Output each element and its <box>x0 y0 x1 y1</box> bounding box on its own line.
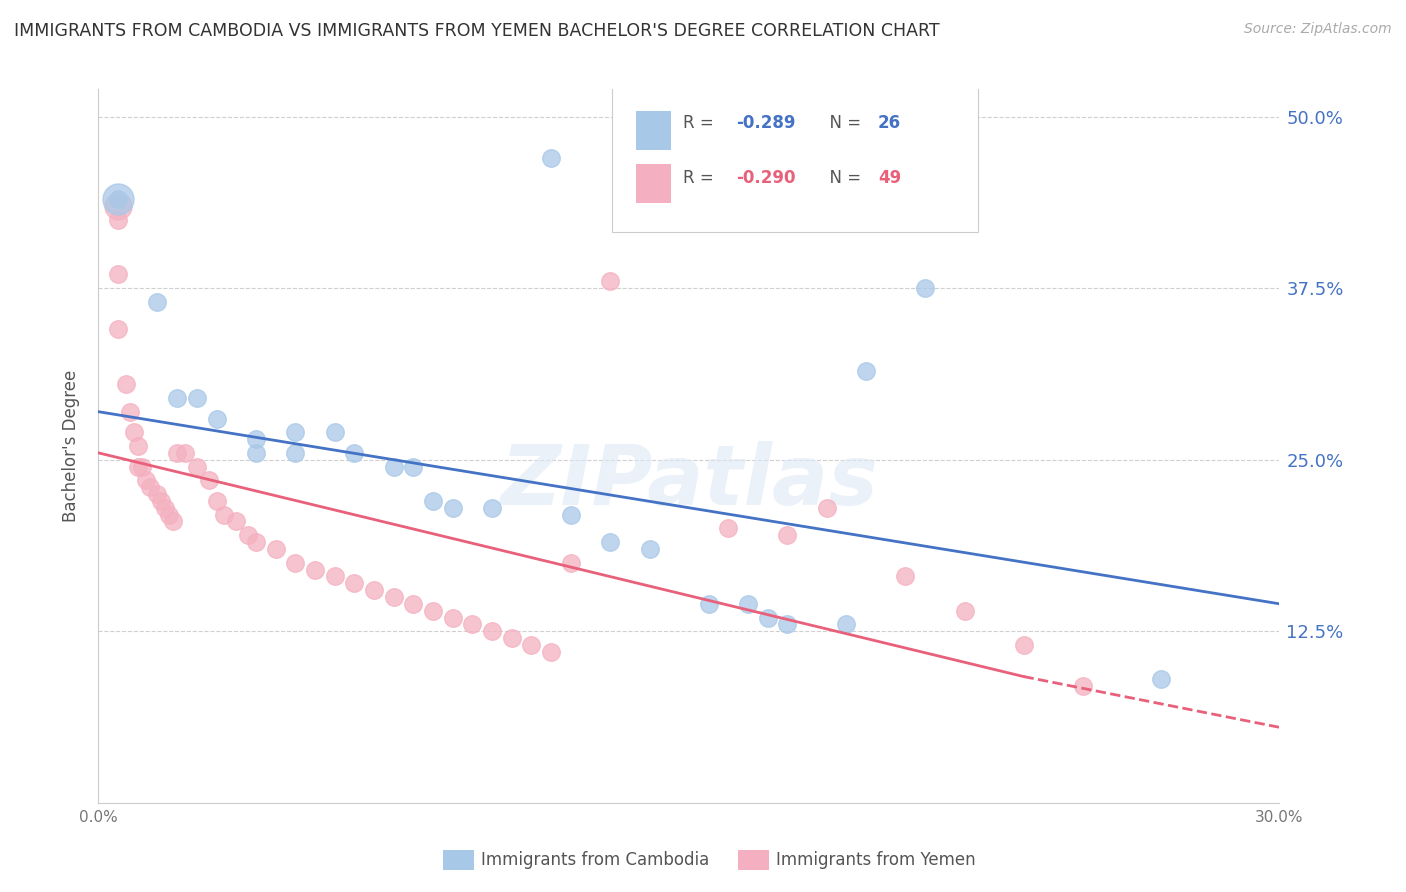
Text: Immigrants from Cambodia: Immigrants from Cambodia <box>481 851 709 869</box>
Text: R =: R = <box>683 169 718 187</box>
Text: -0.290: -0.290 <box>737 169 796 187</box>
Point <box>717 521 740 535</box>
Point <box>343 446 366 460</box>
Point <box>107 212 129 227</box>
Point <box>197 473 219 487</box>
Point <box>205 411 228 425</box>
Text: Source: ZipAtlas.com: Source: ZipAtlas.com <box>1244 22 1392 37</box>
Point <box>343 576 366 591</box>
Point <box>894 569 917 583</box>
Point <box>135 473 157 487</box>
Point <box>1150 673 1173 687</box>
Point <box>501 631 523 645</box>
Point <box>225 515 247 529</box>
Point <box>186 391 208 405</box>
Point <box>540 645 562 659</box>
Point <box>107 192 129 206</box>
Point <box>284 446 307 460</box>
Text: N =: N = <box>818 114 866 132</box>
Point <box>245 432 267 446</box>
Point <box>245 446 267 460</box>
Point <box>776 528 799 542</box>
Point <box>402 459 425 474</box>
Point <box>107 268 129 282</box>
Point <box>382 459 405 474</box>
Text: ZIPatlas: ZIPatlas <box>501 442 877 522</box>
Point <box>323 425 346 440</box>
Point <box>599 274 621 288</box>
Point <box>481 500 503 515</box>
Point <box>162 515 184 529</box>
Point <box>422 604 444 618</box>
FancyBboxPatch shape <box>612 82 979 232</box>
Point <box>855 363 877 377</box>
Point <box>599 535 621 549</box>
Y-axis label: Bachelor's Degree: Bachelor's Degree <box>62 370 80 522</box>
Point <box>560 556 582 570</box>
Text: R =: R = <box>683 114 718 132</box>
Point <box>1071 679 1094 693</box>
Point <box>835 617 858 632</box>
Point <box>205 494 228 508</box>
Point <box>122 425 145 440</box>
Point <box>776 617 799 632</box>
Point <box>107 192 129 206</box>
Point <box>127 439 149 453</box>
Point <box>115 377 138 392</box>
Point <box>560 508 582 522</box>
Text: -0.289: -0.289 <box>737 114 796 132</box>
Text: 26: 26 <box>877 114 901 132</box>
Point <box>157 508 180 522</box>
Point <box>150 494 173 508</box>
Point <box>520 638 543 652</box>
Point <box>146 487 169 501</box>
Point <box>481 624 503 639</box>
Point <box>107 322 129 336</box>
Point <box>264 541 287 556</box>
Point <box>756 610 779 624</box>
Bar <box>636 164 671 203</box>
Point <box>402 597 425 611</box>
Point <box>914 281 936 295</box>
Point <box>284 425 307 440</box>
Point <box>174 446 197 460</box>
Point <box>815 500 838 515</box>
Point <box>118 405 141 419</box>
Point <box>1012 638 1035 652</box>
Point <box>284 556 307 570</box>
Point <box>737 597 759 611</box>
Point <box>422 494 444 508</box>
Point <box>146 294 169 309</box>
Text: 49: 49 <box>877 169 901 187</box>
Point <box>638 541 661 556</box>
Point <box>186 459 208 474</box>
Point <box>166 391 188 405</box>
Point <box>236 528 259 542</box>
Point <box>363 583 385 598</box>
Point <box>155 500 177 515</box>
Point <box>461 617 484 632</box>
Point <box>107 199 129 213</box>
Point <box>382 590 405 604</box>
Text: IMMIGRANTS FROM CAMBODIA VS IMMIGRANTS FROM YEMEN BACHELOR'S DEGREE CORRELATION : IMMIGRANTS FROM CAMBODIA VS IMMIGRANTS F… <box>14 22 939 40</box>
Text: N =: N = <box>818 169 866 187</box>
Point <box>697 597 720 611</box>
Point <box>323 569 346 583</box>
Point <box>245 535 267 549</box>
Point <box>756 205 779 219</box>
Point <box>953 604 976 618</box>
Point <box>127 459 149 474</box>
Point <box>304 562 326 576</box>
Point <box>441 500 464 515</box>
Point <box>131 459 153 474</box>
Point <box>214 508 236 522</box>
Text: Immigrants from Yemen: Immigrants from Yemen <box>776 851 976 869</box>
Point <box>138 480 160 494</box>
Bar <box>636 111 671 150</box>
Point <box>540 151 562 165</box>
Point <box>441 610 464 624</box>
Point <box>166 446 188 460</box>
